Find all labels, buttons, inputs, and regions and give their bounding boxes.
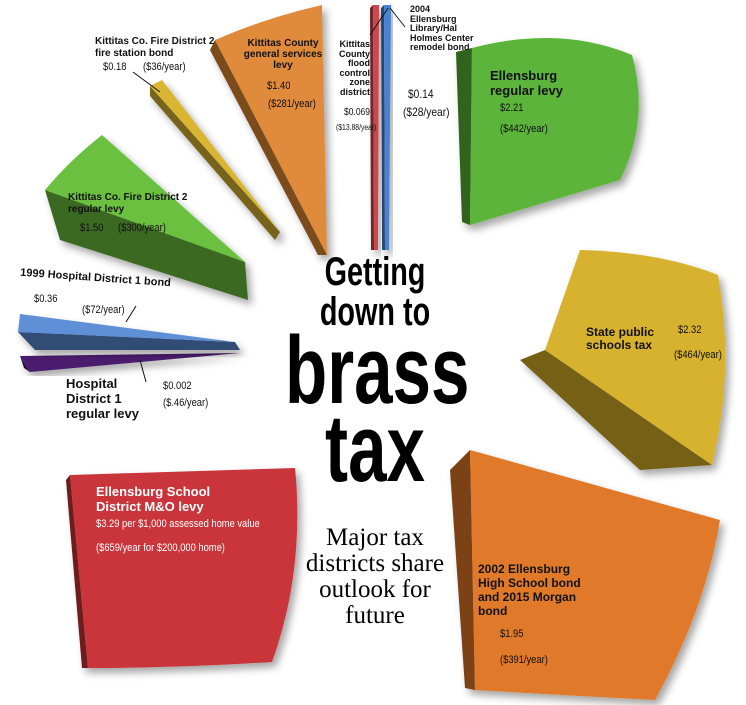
pie-slice-3 <box>66 468 298 668</box>
slice-face <box>20 353 240 372</box>
annual: ($72/year) <box>82 304 125 316</box>
annual: ($464/year) <box>674 349 722 361</box>
slice-face <box>470 38 639 226</box>
slice-face <box>373 5 379 250</box>
slice-side <box>450 450 475 690</box>
slice-side <box>18 332 240 350</box>
slice-side <box>520 350 712 470</box>
pie-slice-0 <box>456 38 639 226</box>
rate: $2.21 <box>500 102 524 114</box>
slice-side <box>370 5 374 250</box>
annual: ($659/year for $200,000 home) <box>96 542 225 554</box>
annual: ($36/year) <box>143 61 186 73</box>
slice-face <box>384 5 391 250</box>
pie-slice-9 <box>370 5 379 250</box>
slice-face <box>70 468 298 668</box>
pie-slice-10 <box>381 5 391 250</box>
annual: ($13.88/year) <box>336 123 377 132</box>
leader-line <box>139 359 147 383</box>
annual: ($28/year) <box>403 105 450 119</box>
title-line-2: down to <box>319 290 431 334</box>
leader-line <box>125 305 137 323</box>
slice-face <box>45 135 245 262</box>
pie-slice-7 <box>150 80 280 240</box>
rate: $2.32 <box>678 324 702 336</box>
annual: ($.46/year) <box>163 397 209 409</box>
annual: ($391/year) <box>500 654 548 666</box>
slice-label-ellensburg-regular-levy: Ellensburg regular levy <box>490 68 563 98</box>
rate: $1.50 <box>80 222 104 234</box>
rate: $0.14 <box>408 87 434 101</box>
slice-label-flood-control: Kittitas County flood control zone distr… <box>339 39 370 97</box>
slice-label-state-schools: State public schools tax <box>586 325 655 352</box>
slice-label-hospital-regular-levy: Hospital District 1 regular levy <box>66 376 139 421</box>
title-line-1: Getting <box>324 250 426 294</box>
subtitle: Major tax districts share outlook for fu… <box>305 524 445 629</box>
rate: $0.002 <box>163 380 192 392</box>
slice-face <box>150 80 280 232</box>
annual: ($281/year) <box>268 98 316 110</box>
slice-label-fire-station-bond: Kittitas Co. Fire District 2 fire statio… <box>95 36 215 59</box>
title-line-3: brass <box>285 317 470 424</box>
slice-side <box>45 190 248 300</box>
slice-label-library-bond: 2004 Ellensburg Library/Hal Holmes Cente… <box>410 4 474 52</box>
slice-label-general-services: Kittitas County general services levy <box>243 38 323 71</box>
rate: $0.36 <box>34 293 58 305</box>
pie-slice-6 <box>45 135 248 300</box>
slice-side <box>381 5 385 250</box>
slice-face <box>470 450 720 700</box>
slice-side <box>66 475 88 668</box>
rate: $0.18 <box>103 61 127 73</box>
rate: $1.40 <box>267 80 291 92</box>
slice-side <box>456 48 472 225</box>
pie-slice-8 <box>210 5 327 255</box>
leader-line <box>389 7 406 28</box>
pie-slice-5 <box>18 314 240 350</box>
slice-side <box>150 86 280 240</box>
rate: $1.95 <box>500 628 524 640</box>
rate: $3.29 per $1,000 assessed home value <box>96 518 260 530</box>
pie-slice-4 <box>20 353 240 372</box>
annual: ($300/year) <box>118 222 166 234</box>
leader-line <box>132 71 161 93</box>
slice-face <box>18 314 235 342</box>
pie-slice-2 <box>450 450 720 700</box>
pie-slice-1 <box>520 250 726 470</box>
rate: $0.069 <box>344 107 371 118</box>
leader-line <box>369 7 389 36</box>
slice-label-fire-district-levy: Kittitas Co. Fire District 2 regular lev… <box>68 192 188 215</box>
slice-face <box>215 5 327 255</box>
slice-label-school-mo-levy: Ellensburg School District M&O levy <box>96 484 211 514</box>
title-line-4: tax <box>325 395 425 502</box>
slice-side <box>210 40 327 255</box>
slice-label-high-school-bond: 2002 Ellensburg High School bond and 201… <box>478 562 581 618</box>
annual: ($442/year) <box>500 123 548 135</box>
slice-face <box>545 250 726 465</box>
